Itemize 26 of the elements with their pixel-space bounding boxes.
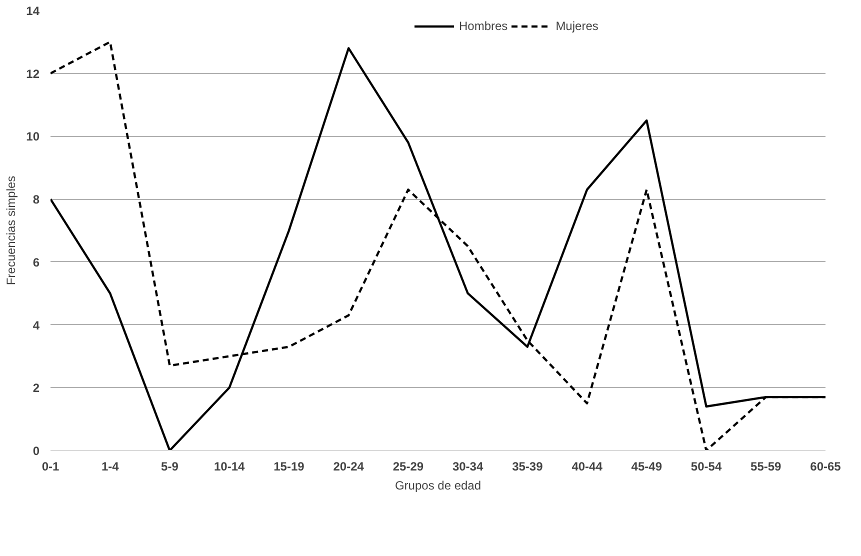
x-tick-label: 25-29 xyxy=(392,460,424,474)
x-tick-label: 20-24 xyxy=(333,460,364,474)
x-tick-label: 35-39 xyxy=(512,460,544,474)
x-tick-label: 40-44 xyxy=(572,460,603,474)
x-tick-label: 45-49 xyxy=(631,460,662,474)
x-tick-label: 0-1 xyxy=(42,460,60,474)
legend-label: Mujeres xyxy=(556,19,598,33)
y-tick-label: 0 xyxy=(32,444,40,458)
y-tick-label: 10 xyxy=(26,130,40,144)
x-tick-label: 5-9 xyxy=(161,460,179,474)
y-tick-label: 4 xyxy=(32,318,40,332)
x-axis-title: Grupos de edad xyxy=(394,478,482,492)
y-tick-label: 8 xyxy=(32,192,40,207)
x-tick-label: 15-19 xyxy=(274,460,305,474)
y-axis-title: Frecuencias simples xyxy=(4,176,18,286)
x-tick-label: 1-4 xyxy=(101,460,120,474)
x-tick-label: 30-34 xyxy=(452,460,484,474)
y-tick-label: 2 xyxy=(32,381,40,396)
y-tick-label: 12 xyxy=(26,66,40,81)
y-tick-label: 6 xyxy=(32,255,40,270)
legend-label: Hombres xyxy=(459,19,508,33)
x-tick-label: 10-14 xyxy=(214,460,246,474)
x-tick-label: 60-65 xyxy=(810,460,842,474)
x-tick-label: 50-54 xyxy=(690,460,722,474)
y-tick-label: 14 xyxy=(26,4,40,18)
x-tick-label: 55-59 xyxy=(750,460,782,474)
